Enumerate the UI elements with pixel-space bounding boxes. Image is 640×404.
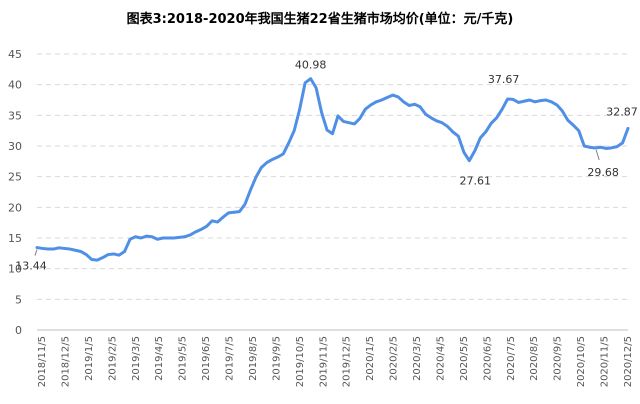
x-tick-label: 2018/11/5 bbox=[37, 336, 48, 387]
x-tick-label: 2020/11/5 bbox=[600, 336, 611, 387]
y-tick-label: 0 bbox=[15, 324, 22, 337]
x-tick-label: 2019/6/5 bbox=[201, 336, 212, 381]
annotation-leader bbox=[34, 249, 38, 256]
y-axis: 0 5 10 15 20 25 30 35 40 45 bbox=[8, 48, 22, 337]
annotations: 13.44 40.98 27.61 37.67 29.68 32.87 bbox=[15, 59, 638, 273]
gridlines bbox=[37, 53, 628, 300]
x-tick-label: 2019/10/5 bbox=[295, 336, 306, 387]
data-label: 13.44 bbox=[15, 260, 47, 273]
x-tick-label: 2019/4/5 bbox=[154, 336, 165, 381]
x-axis: 2018/11/5 2018/12/5 2019/1/5 2019/2/5 2019/3… bbox=[37, 329, 634, 387]
x-tick-label: 2019/12/5 bbox=[342, 336, 353, 387]
x-tick-label: 2020/7/5 bbox=[506, 336, 517, 381]
x-tick-label: 2020/9/5 bbox=[553, 336, 564, 381]
y-tick-label: 45 bbox=[8, 48, 22, 61]
data-label: 32.87 bbox=[606, 105, 638, 118]
x-tick-label: 2019/5/5 bbox=[178, 336, 189, 381]
x-tick-label: 2020/5/5 bbox=[459, 336, 470, 381]
x-tick-label: 2020/3/5 bbox=[412, 336, 423, 381]
data-label: 27.61 bbox=[460, 175, 492, 188]
x-tick-label: 2020/6/5 bbox=[482, 336, 493, 381]
y-tick-label: 5 bbox=[15, 293, 22, 306]
x-tick-label: 2020/10/5 bbox=[576, 336, 587, 387]
y-tick-label: 15 bbox=[8, 232, 22, 245]
x-tick-label: 2020/1/5 bbox=[365, 336, 376, 381]
chart-title: 图表3:2018-2020年我国生猪22省生猪市场均价(单位：元/千克) bbox=[126, 12, 514, 27]
series bbox=[35, 77, 630, 262]
y-tick-label: 30 bbox=[8, 140, 22, 153]
data-label: 37.67 bbox=[488, 73, 520, 86]
y-tick-label: 20 bbox=[8, 201, 22, 214]
x-tick-label: 2019/3/5 bbox=[131, 336, 142, 381]
data-label: 29.68 bbox=[587, 166, 619, 179]
x-tick-label: 2019/1/5 bbox=[84, 336, 95, 381]
y-tick-label: 35 bbox=[8, 109, 22, 122]
x-tick-label: 2020/12/5 bbox=[623, 336, 634, 387]
x-tick-label: 2020/4/5 bbox=[435, 336, 446, 381]
series-line bbox=[35, 77, 630, 262]
x-tick-label: 2019/2/5 bbox=[107, 336, 118, 381]
y-tick-label: 40 bbox=[8, 79, 22, 92]
x-tick-label: 2019/9/5 bbox=[271, 336, 282, 381]
x-tick-label: 2018/12/5 bbox=[60, 336, 71, 387]
data-label: 40.98 bbox=[295, 59, 327, 72]
annotation-leader bbox=[595, 149, 600, 161]
y-tick-label: 25 bbox=[8, 171, 22, 184]
x-tick-label: 2020/2/5 bbox=[389, 336, 400, 381]
x-tick-label: 2019/11/5 bbox=[318, 336, 329, 387]
x-tick-label: 2020/8/5 bbox=[529, 336, 540, 381]
y-tick-label: 10 bbox=[8, 263, 22, 276]
x-tick-label: 2019/8/5 bbox=[248, 336, 259, 381]
x-tick-label: 2019/7/5 bbox=[225, 336, 236, 381]
